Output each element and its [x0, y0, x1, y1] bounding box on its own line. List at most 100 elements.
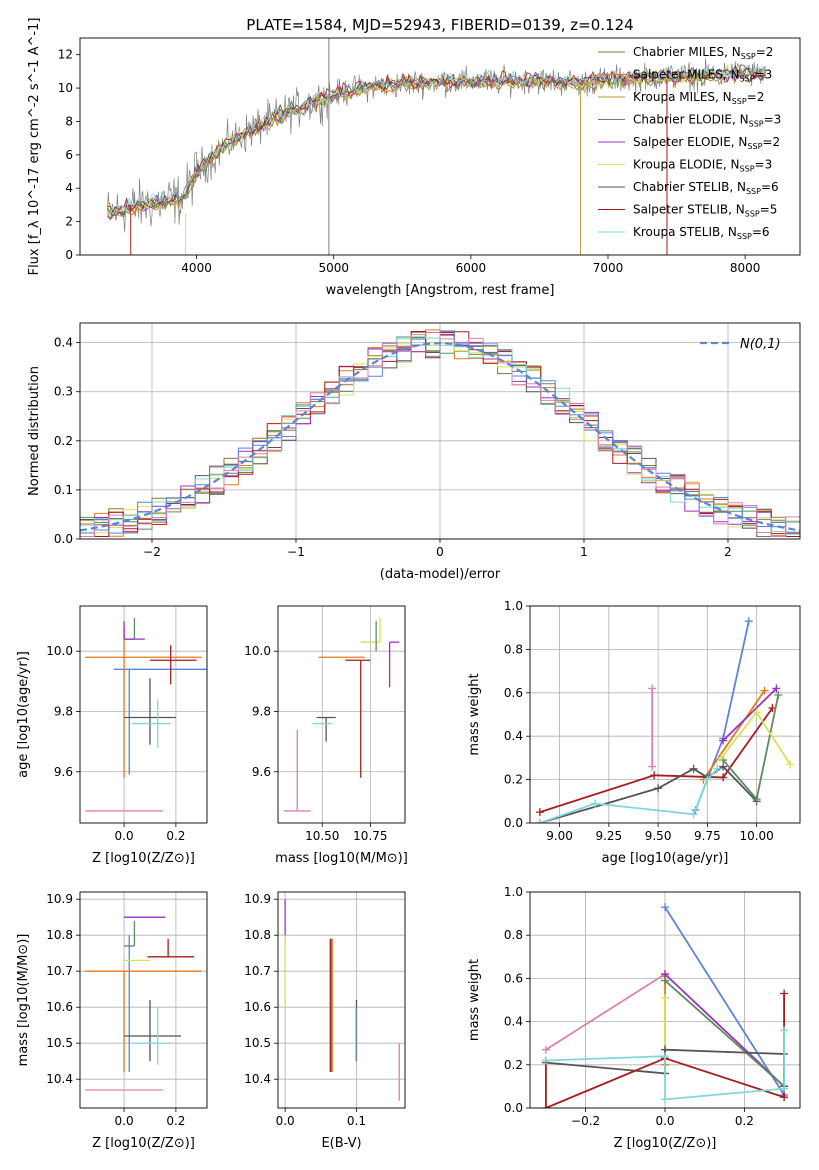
y-tick-label: 9.8 [54, 704, 73, 718]
y-tick-label: 10.8 [46, 928, 73, 942]
data-point-marker [780, 989, 789, 998]
model-spectrum-line [107, 64, 767, 215]
panel-4: 9.00 9.25 9.50 9.75 10.00 0.0 0.2 0.4 0.6 0.8 1.0 a… [467, 599, 801, 866]
data-point-marker [541, 1045, 550, 1054]
y-tick-label: 0.6 [504, 971, 523, 985]
y-tick-label: 0.0 [54, 532, 73, 546]
legend-entry: Kroupa STELIB, NSSP=6 [633, 225, 770, 241]
y-tick-label: 10.0 [46, 644, 73, 658]
series-line [722, 687, 778, 742]
data-point-marker [786, 760, 795, 769]
data-point-marker [752, 708, 761, 717]
plot-area [85, 916, 202, 1091]
data-point-marker [717, 753, 726, 762]
x-tick-label: 9.00 [546, 829, 573, 843]
data-point-marker [661, 976, 669, 985]
legend-entry: Kroupa MILES, NSSP=2 [633, 90, 764, 106]
x-tick-label: 0 [436, 545, 444, 559]
y-tick-label: 1.0 [504, 599, 523, 613]
axes-frame [79, 605, 208, 824]
x-tick-label: −1 [287, 545, 305, 559]
panel-1: −2 −1 0 1 2 0.0 0.1 0.2 0.3 0.4 (data-model)/error… [27, 322, 801, 582]
x-tick-label: 8000 [730, 261, 761, 275]
panel-6: 0.0 0.1 10.4 10.5 10.6 10.7 10.8 10.9 E(B-V) [244, 891, 406, 1151]
y-tick-label: 10.4 [46, 1072, 73, 1086]
x-axis-label: E(B-V) [321, 1136, 361, 1151]
panel-3: 10.50 10.75 9.6 9.8 10.0 mass [log10(M/M⊙)] [244, 605, 408, 866]
y-tick-label: 2 [65, 215, 73, 229]
y-tick-label: 4 [65, 181, 73, 195]
y-axis-label: mass weight [467, 673, 482, 755]
axes-frame [79, 891, 208, 1109]
plot-area [284, 899, 400, 1101]
data-point-marker [780, 1084, 789, 1093]
plot-area [80, 329, 800, 539]
data-point-marker [780, 1093, 789, 1102]
x-tick-label: 2 [724, 545, 732, 559]
x-tick-label: 7000 [593, 261, 624, 275]
model-spectrum-line [107, 64, 766, 217]
legend-entry: Kroupa ELODIE, NSSP=3 [633, 158, 772, 174]
x-axis-label: Z [log10(Z/Z⊙)] [92, 851, 195, 866]
y-axis-label: mass weight [467, 959, 482, 1041]
x-axis-label: Z [log10(Z/Z⊙)] [614, 1136, 717, 1151]
data-point-marker [780, 1026, 789, 1035]
data-point-marker [648, 684, 657, 693]
panel-2: 0.0 0.2 9.6 9.8 10.0 Z [log10(Z/Z⊙)] age [log1… [16, 605, 208, 866]
data-point-marker [535, 808, 544, 817]
y-tick-label: 10.9 [244, 892, 271, 906]
y-tick-label: 0.2 [504, 1058, 523, 1072]
plot-area [283, 618, 400, 812]
y-axis-label: age [log10(age/yr)] [16, 651, 31, 778]
data-point-marker [713, 764, 722, 773]
x-tick-label: 9.75 [694, 829, 721, 843]
data-point-marker [661, 1095, 669, 1104]
y-tick-label: 0.0 [504, 1101, 523, 1115]
data-point-marker [774, 690, 783, 699]
plot-area [85, 618, 207, 812]
axes-frame [529, 605, 801, 824]
x-tick-label: 10.50 [305, 829, 339, 843]
series-line [702, 690, 766, 781]
x-tick-label: 0.2 [166, 1114, 185, 1128]
data-point-marker [535, 819, 544, 823]
y-tick-label: 10.5 [46, 1036, 73, 1050]
axes-frame [277, 891, 406, 1109]
data-point-marker [541, 1056, 550, 1065]
y-tick-label: 0.6 [504, 686, 523, 700]
x-tick-label: 0.0 [276, 1114, 295, 1128]
series-line [664, 906, 785, 1096]
y-tick-label: 10.6 [244, 1000, 271, 1014]
legend-entry: Chabrier STELIB, NSSP=6 [633, 180, 779, 196]
y-tick-label: 6 [65, 148, 73, 162]
legend-entry: Salpeter STELIB, NSSP=5 [633, 203, 777, 219]
legend-entry: N(0,1) [740, 337, 781, 352]
y-tick-label: 1.0 [504, 885, 523, 899]
x-tick-label: 10.00 [739, 829, 773, 843]
x-tick-label: 0.1 [347, 1114, 366, 1128]
axes-frame [79, 322, 801, 540]
data-point-marker [541, 1104, 550, 1108]
data-point-marker [661, 903, 669, 912]
x-tick-label: 0.0 [655, 1114, 674, 1128]
y-tick-label: 12 [58, 48, 73, 62]
y-tick-label: 10.0 [244, 644, 271, 658]
x-tick-label: 9.25 [595, 829, 622, 843]
y-tick-label: 0.3 [54, 385, 73, 399]
y-tick-label: 9.8 [252, 704, 271, 718]
data-point-marker [772, 684, 781, 693]
y-tick-label: 0 [65, 248, 73, 262]
y-axis-label: Normed distribution [27, 366, 42, 496]
panel-7: −0.2 0.0 0.2 0.0 0.2 0.4 0.6 0.8 1.0 Z [log10(Z/Z… [467, 885, 801, 1151]
y-axis-label: mass [log10(M/M⊙)] [16, 934, 31, 1067]
y-axis-label: Flux [f_λ 10^-17 erg cm^-2 s^-1 A^-1] [27, 18, 42, 276]
y-tick-label: 0.4 [504, 1015, 523, 1029]
x-tick-label: 0.2 [166, 829, 185, 843]
x-axis-label: Z [log10(Z/Z⊙)] [92, 1136, 195, 1151]
legend-entry: Chabrier ELODIE, NSSP=3 [633, 113, 781, 129]
panel-0: 4000 5000 6000 7000 8000 0 2 4 6 8 10 12 wavelength … [27, 18, 801, 298]
data-point-marker [689, 764, 698, 773]
x-tick-label: 6000 [456, 261, 487, 275]
normal-curve [80, 342, 800, 532]
x-tick-label: −2 [143, 545, 161, 559]
